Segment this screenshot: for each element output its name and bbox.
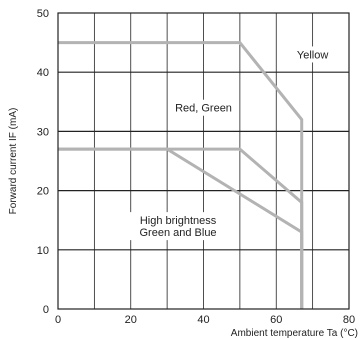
y-tick-label: 10 — [37, 245, 49, 257]
annotation-bg — [128, 212, 228, 241]
y-tick-label: 20 — [37, 186, 49, 198]
x-tick-label: 20 — [125, 314, 137, 326]
annotation: Yellow — [291, 46, 335, 63]
x-axis-label: Ambient temperature Ta (°C) — [231, 328, 358, 339]
annotation-text: Red, Green — [175, 103, 232, 115]
y-axis-label: Forward current IF (mA) — [8, 108, 19, 215]
series-line-3 — [58, 147, 304, 309]
y-tick-label: 40 — [37, 67, 49, 79]
x-tick-labels: 0 20 40 60 80 — [55, 314, 355, 326]
x-tick-label: 40 — [197, 314, 209, 326]
x-tick-label: 0 — [55, 314, 61, 326]
series-group — [58, 41, 304, 309]
y-tick-label: 30 — [37, 126, 49, 138]
x-tick-label: 80 — [343, 314, 355, 326]
annotation-text: Yellow — [297, 49, 328, 61]
annotation-bg — [169, 99, 238, 116]
y-tick-labels: 0 10 20 30 40 50 — [37, 8, 49, 316]
annotation-text: High brightness — [140, 215, 217, 227]
y-tick-label: 0 — [43, 304, 49, 316]
plot-frame — [57, 12, 350, 310]
annotation: Red, Green — [169, 99, 238, 116]
annotation-bg — [291, 46, 335, 63]
y-tick-label: 50 — [37, 8, 49, 20]
annotation-text: Green and Blue — [140, 227, 217, 239]
x-tick-label: 60 — [270, 314, 282, 326]
